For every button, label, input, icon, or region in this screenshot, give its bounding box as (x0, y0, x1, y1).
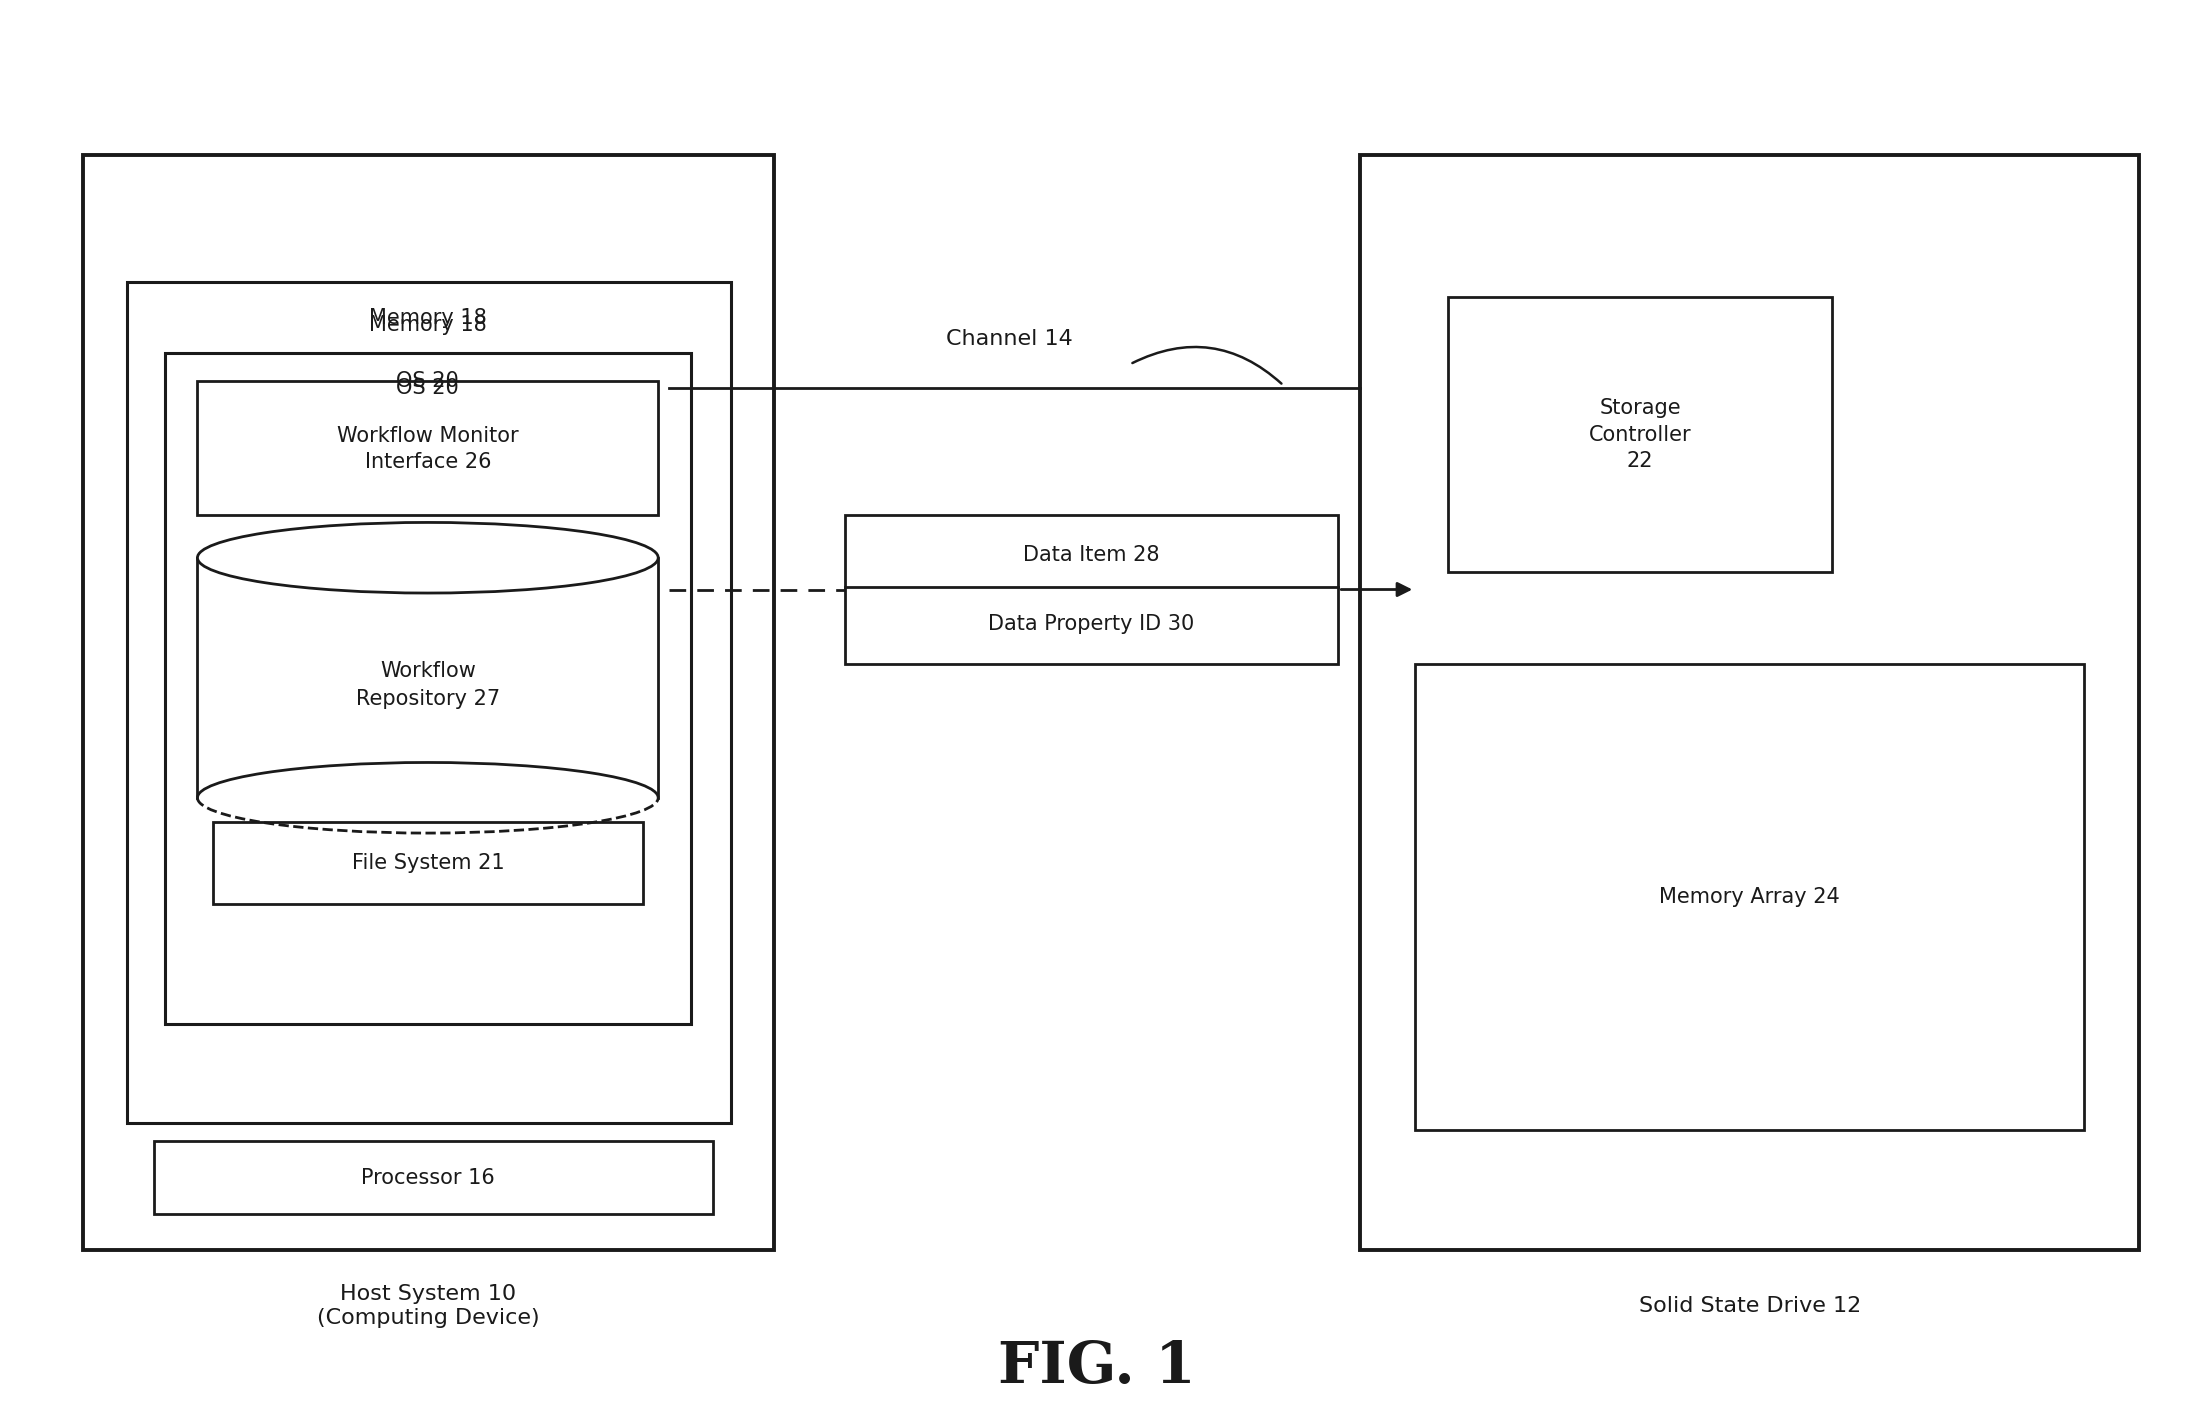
Text: Host System 10
(Computing Device): Host System 10 (Computing Device) (316, 1285, 540, 1327)
Text: Data Item 28: Data Item 28 (1022, 545, 1161, 565)
Bar (845, 515, 1338, 664)
Bar (1360, 155, 2139, 1250)
Bar (1448, 297, 1832, 572)
Text: OS 20: OS 20 (397, 378, 459, 398)
Text: OS 20: OS 20 (397, 371, 459, 391)
Text: Memory 18: Memory 18 (369, 308, 487, 328)
Text: Memory Array 24: Memory Array 24 (1659, 887, 1841, 907)
Bar (154, 1141, 713, 1214)
Text: Data Property ID 30: Data Property ID 30 (987, 614, 1196, 634)
Text: Workflow Monitor
Interface 26: Workflow Monitor Interface 26 (338, 426, 518, 472)
Text: Memory 18: Memory 18 (369, 315, 487, 335)
Bar (165, 353, 691, 1024)
Text: Solid State Drive 12: Solid State Drive 12 (1639, 1296, 1861, 1316)
Bar (1415, 664, 2084, 1130)
Text: Channel 14: Channel 14 (946, 329, 1073, 349)
Bar (197, 381, 658, 515)
Bar (197, 558, 658, 798)
Bar (127, 282, 731, 1123)
Text: File System 21: File System 21 (351, 853, 505, 873)
Bar (213, 822, 643, 904)
Ellipse shape (197, 522, 658, 593)
Text: FIG. 1: FIG. 1 (998, 1339, 1196, 1395)
Bar (83, 155, 774, 1250)
Text: Workflow
Repository 27: Workflow Repository 27 (355, 661, 500, 709)
Text: Processor 16: Processor 16 (362, 1168, 494, 1187)
Text: Storage
Controller
22: Storage Controller 22 (1588, 398, 1692, 472)
